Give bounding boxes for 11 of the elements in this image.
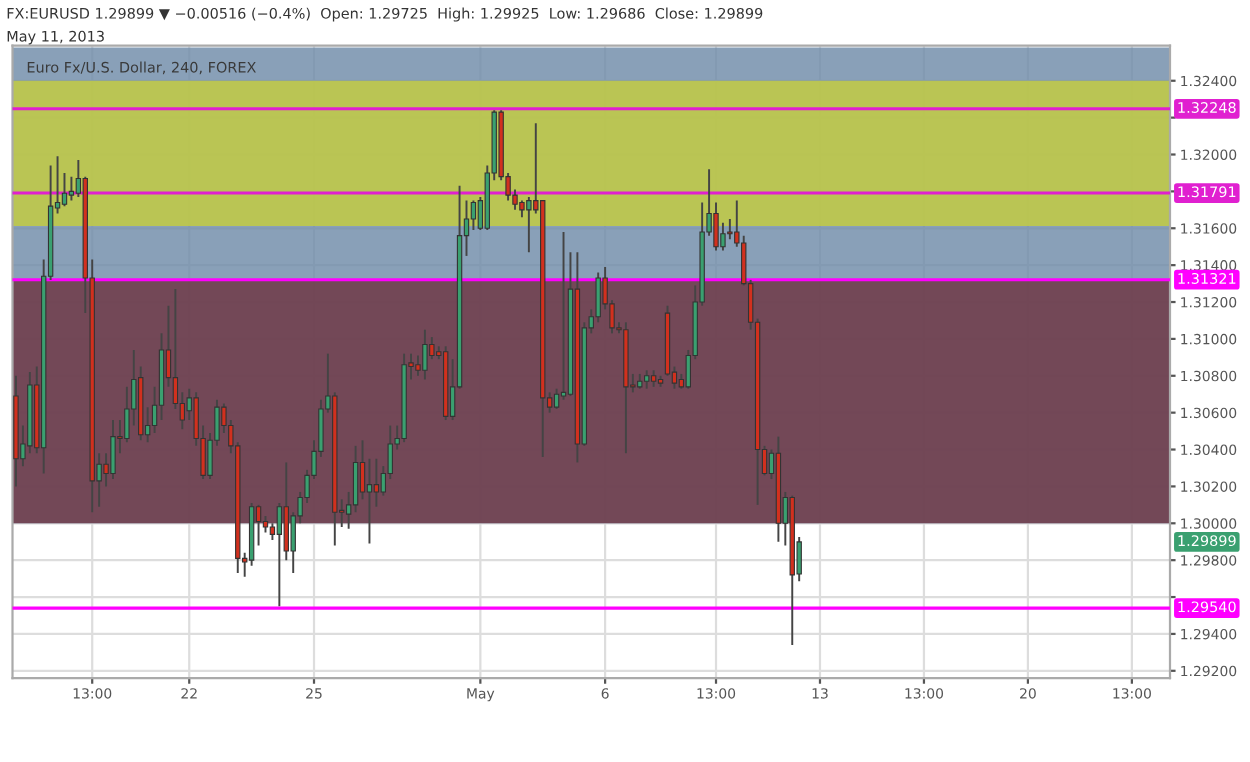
candlestick <box>366 457 373 545</box>
candlestick <box>720 221 726 252</box>
candlestick <box>422 328 428 381</box>
candlestick <box>373 457 380 508</box>
candlestick <box>276 502 283 608</box>
candlestick <box>526 195 532 254</box>
candlestick <box>553 387 560 410</box>
candlestick <box>560 230 567 401</box>
candlestick <box>110 419 116 481</box>
candlestick <box>643 369 650 390</box>
candlestick <box>470 199 477 232</box>
